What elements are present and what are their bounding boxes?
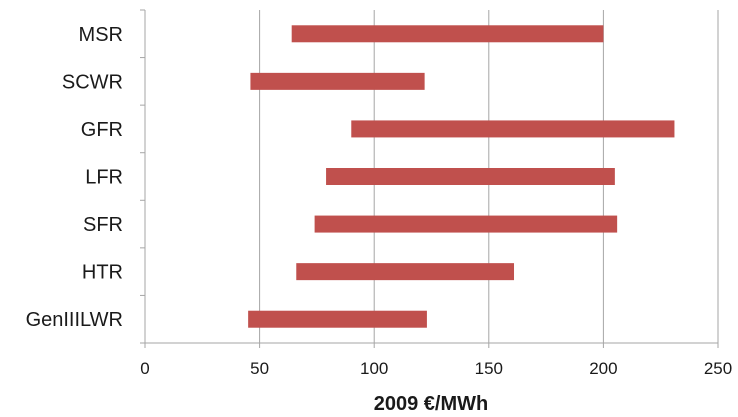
x-tick-label-200: 200 [589,359,617,378]
x-tick-label-100: 100 [360,359,388,378]
x-tick-label-0: 0 [140,359,149,378]
category-label-gfr: GFR [81,119,123,141]
category-label-geniiilwr: GenIIILWR [26,309,123,331]
bar-geniiilwr [248,310,427,328]
bar-gfr [351,120,675,138]
category-label-scwr: SCWR [62,71,123,93]
x-axis-title: 2009 €/MWh [374,393,488,415]
bar-htr [296,263,515,281]
category-label-htr: HTR [82,262,123,284]
category-label-lfr: LFR [85,167,123,189]
bars [248,25,675,328]
category-label-sfr: SFR [83,214,123,236]
bar-sfr [314,215,618,233]
category-labels: MSR SCWR GFR LFR SFR HTR GenIIILWR [26,24,123,331]
x-tick-label-250: 250 [704,359,732,378]
bar-lfr [326,168,615,185]
x-tick-labels: 0 50 100 150 200 250 [140,359,732,378]
bar-scwr [250,72,425,90]
bar-msr [291,25,604,43]
axes [140,9,719,348]
x-tick-label-50: 50 [250,359,269,378]
x-tick-label-150: 150 [475,359,503,378]
category-label-msr: MSR [79,24,123,46]
